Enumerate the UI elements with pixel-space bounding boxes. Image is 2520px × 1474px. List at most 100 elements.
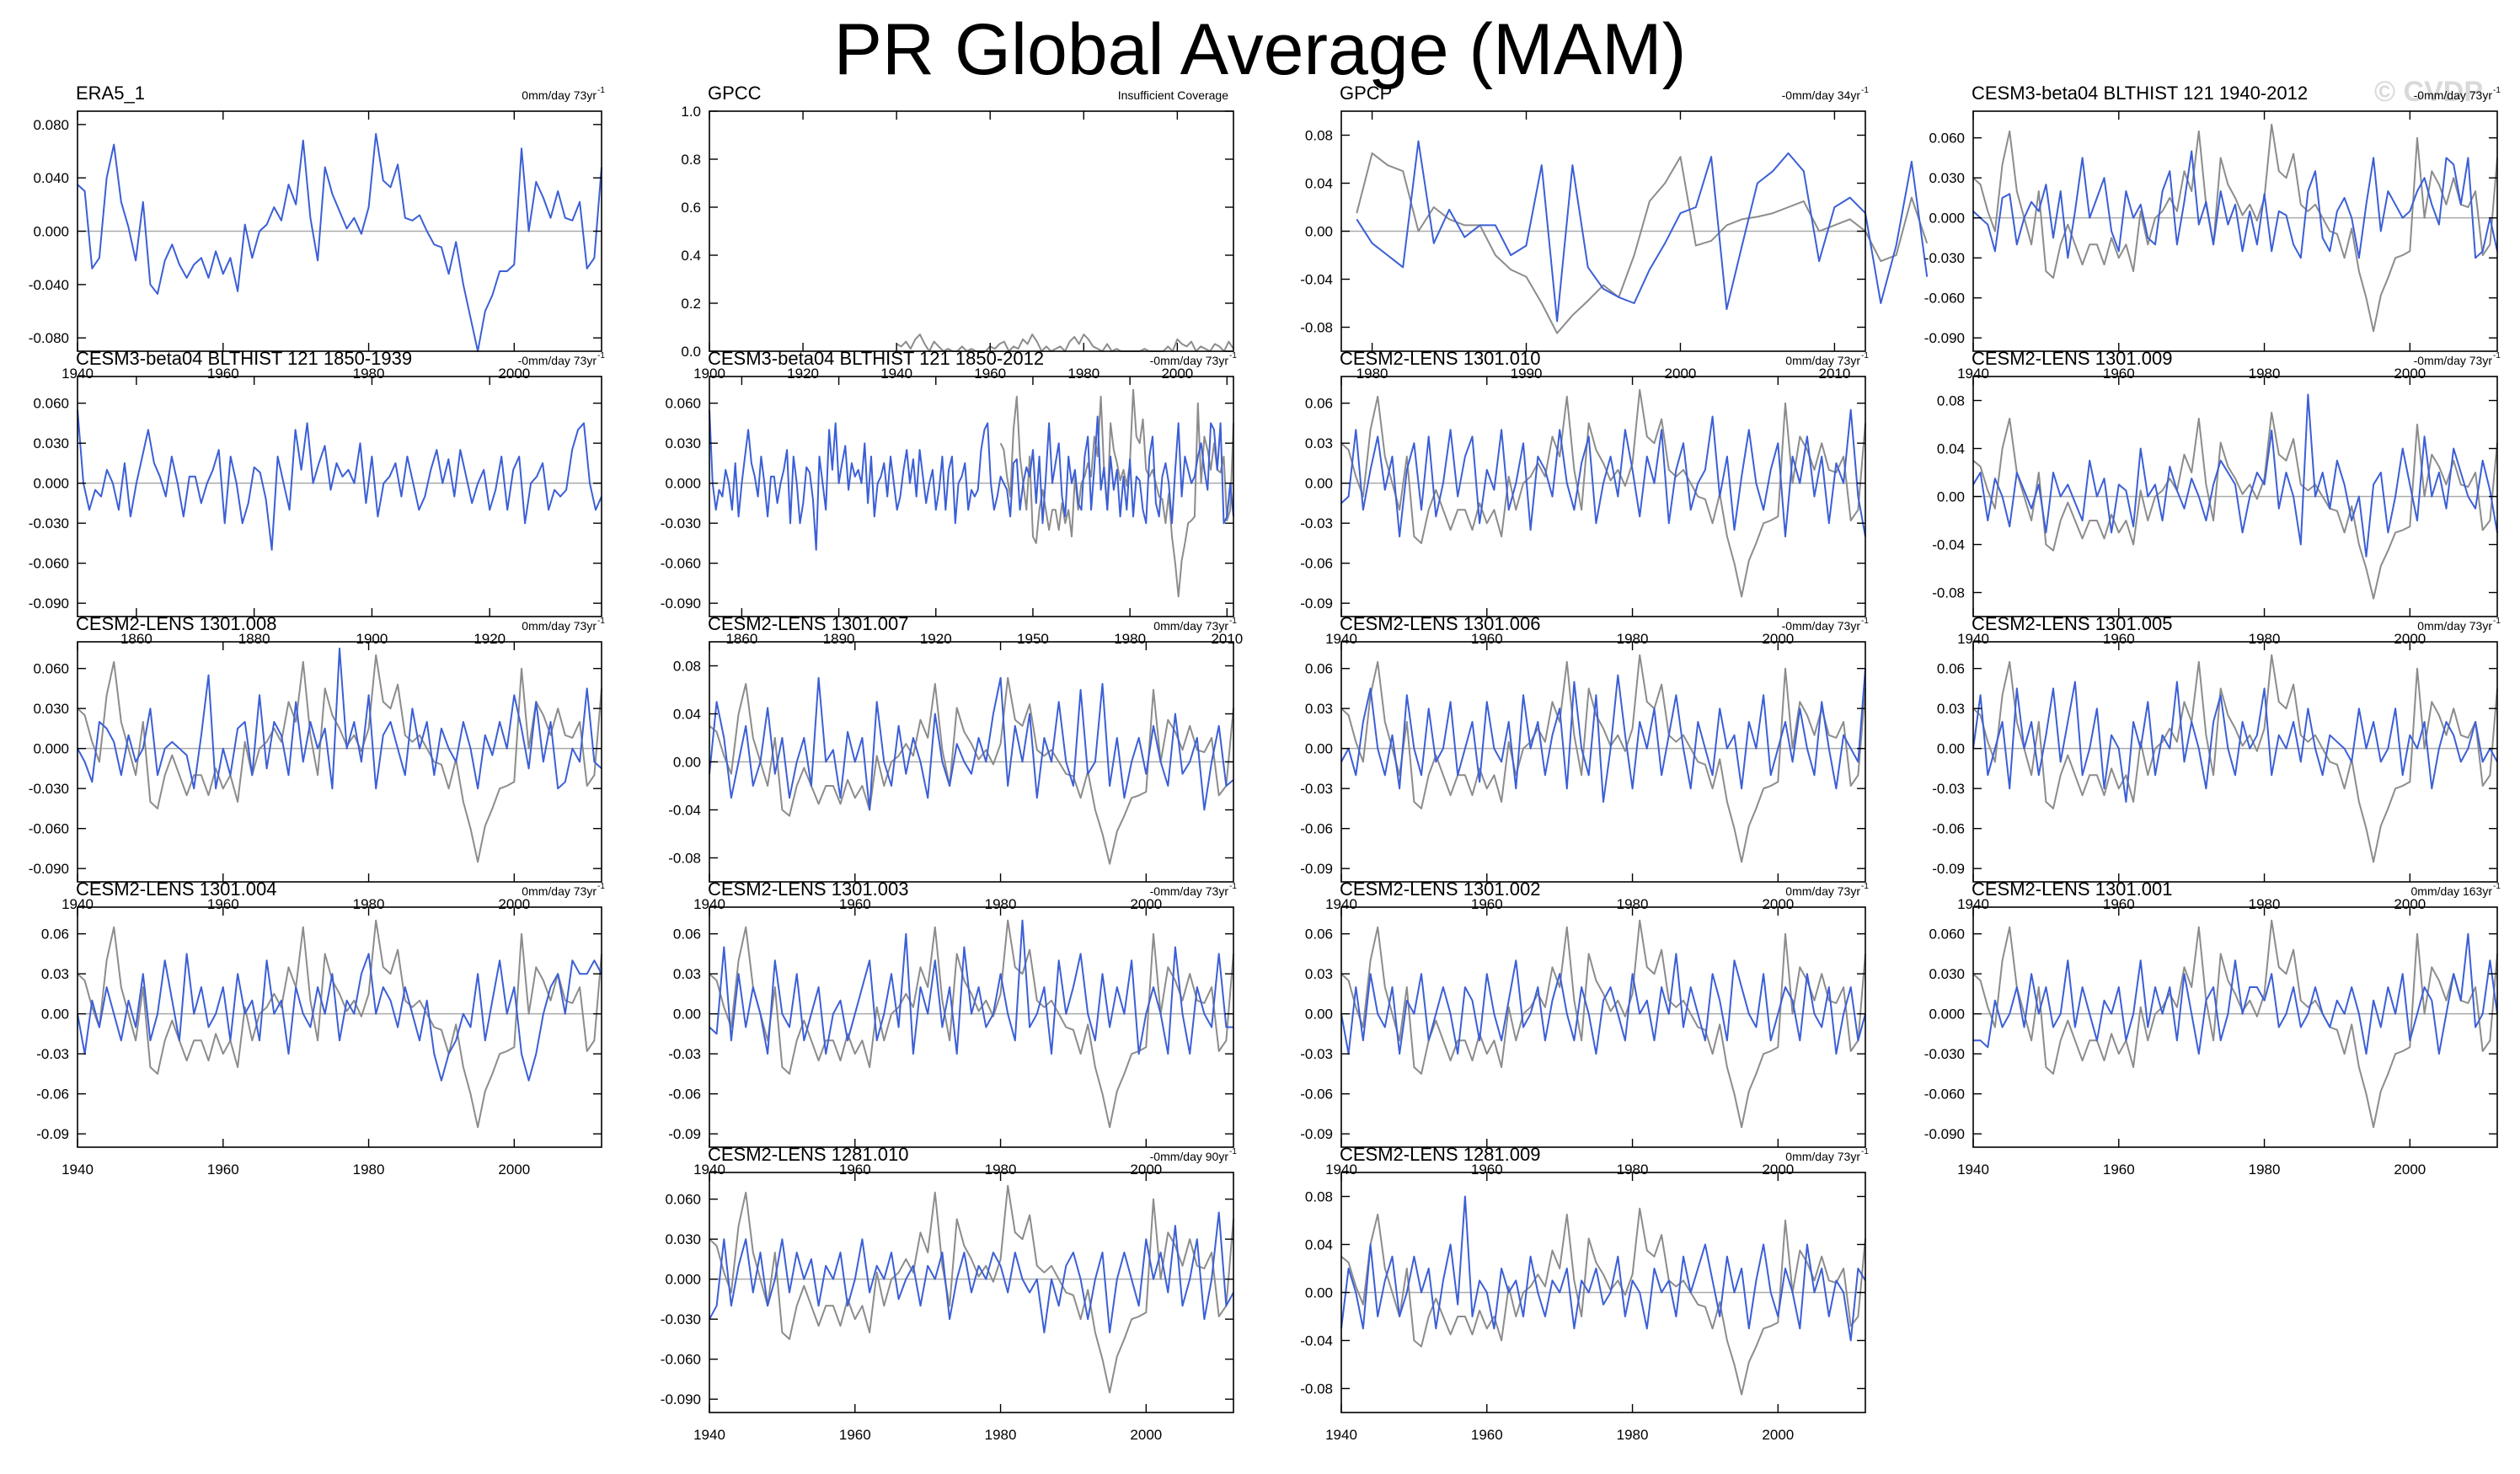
page-title: PR Global Average (MAM) bbox=[833, 9, 1687, 90]
x-tick-label: 1960 bbox=[839, 1427, 871, 1443]
y-tick-label: 0.00 bbox=[1305, 224, 1333, 240]
x-tick-label: 1980 bbox=[985, 896, 1017, 912]
series-line-observed bbox=[1340, 1207, 1866, 1396]
y-tick-label: 0.04 bbox=[1305, 176, 1333, 192]
series-line-primary bbox=[1340, 668, 1866, 803]
y-tick-label: 0.00 bbox=[1305, 1007, 1333, 1023]
x-tick-label: 2000 bbox=[1762, 896, 1794, 912]
series-line-observed bbox=[1972, 411, 2498, 600]
y-tick-label: 0.4 bbox=[681, 248, 701, 264]
panel-16: CESM2-LENS 1301.001 0mm/day 163yr -1 -0.090… bbox=[1924, 879, 2501, 1178]
y-tick-label: 0.060 bbox=[1929, 131, 1965, 147]
y-tick-label: 0.00 bbox=[1305, 476, 1333, 492]
y-tick-label: -0.060 bbox=[29, 556, 69, 572]
y-tick-label: -0.06 bbox=[36, 1087, 69, 1103]
y-tick-label: -0.03 bbox=[1300, 1046, 1333, 1062]
x-tick-label: 1940 bbox=[1957, 366, 1989, 382]
panel-trend-exponent: -1 bbox=[1229, 1147, 1237, 1156]
x-tick-label: 1960 bbox=[207, 1162, 239, 1178]
y-tick-label: -0.080 bbox=[29, 330, 69, 346]
panel-trend: -0mm/day 73yr bbox=[1150, 884, 1229, 898]
series-line-observed bbox=[1972, 919, 2498, 1129]
panel-8: CESM2-LENS 1301.009 -0mm/day 73yr -1-0.08-… bbox=[1932, 348, 2501, 647]
y-tick-label: 0.03 bbox=[1305, 701, 1333, 717]
panel-11: CESM2-LENS 1301.006 -0mm/day 73yr -1-0.09-… bbox=[1300, 613, 1869, 912]
series-line-observed bbox=[709, 919, 1234, 1129]
x-tick-label: 1990 bbox=[1511, 366, 1543, 382]
y-tick-label: -0.060 bbox=[1924, 291, 1965, 307]
x-tick-label: 1940 bbox=[693, 1427, 725, 1443]
x-tick-label: 1980 bbox=[985, 1162, 1017, 1178]
series-line-observed bbox=[1340, 388, 1866, 598]
y-tick-label: 0.08 bbox=[673, 659, 701, 675]
plot-frame bbox=[1340, 641, 1866, 883]
x-tick-label: 1960 bbox=[839, 896, 871, 912]
plot-frame bbox=[709, 906, 1234, 1148]
panel-12: CESM2-LENS 1301.005 0mm/day 73yr -1-0.09-0… bbox=[1932, 613, 2501, 912]
x-tick-label: 1960 bbox=[1471, 1162, 1503, 1178]
plot-frame bbox=[77, 376, 602, 617]
x-tick-label: 1940 bbox=[1957, 631, 1989, 647]
y-tick-label: -0.06 bbox=[1300, 821, 1333, 837]
y-tick-label: -0.04 bbox=[1300, 272, 1333, 288]
x-tick-label: 2000 bbox=[1130, 1162, 1162, 1178]
y-tick-label: -0.030 bbox=[29, 515, 69, 531]
y-tick-label: 0.06 bbox=[673, 927, 701, 943]
y-tick-label: 0.03 bbox=[673, 966, 701, 982]
x-tick-label: 1920 bbox=[474, 631, 506, 647]
y-tick-label: -0.030 bbox=[29, 781, 69, 797]
plot-frame bbox=[709, 376, 1234, 617]
y-tick-label: -0.060 bbox=[1924, 1087, 1965, 1103]
panel-title: ERA5_1 bbox=[76, 83, 145, 104]
series-line-observed bbox=[77, 654, 602, 863]
plot-frame bbox=[1340, 906, 1866, 1148]
y-tick-label: 0.030 bbox=[33, 701, 69, 717]
y-tick-label: -0.060 bbox=[661, 1352, 701, 1368]
panel-title: CESM3-beta04 BLTHIST 121 1850-2012 bbox=[708, 348, 1044, 369]
x-tick-label: 1940 bbox=[1325, 631, 1357, 647]
x-tick-label: 2010 bbox=[1211, 631, 1243, 647]
y-tick-label: -0.09 bbox=[1300, 1126, 1333, 1142]
x-tick-label: 1980 bbox=[1617, 896, 1649, 912]
plot-frame bbox=[709, 110, 1234, 352]
panel-trend-exponent: -1 bbox=[1861, 617, 1869, 626]
x-tick-label: 1940 bbox=[1957, 896, 1989, 912]
panel-trend-exponent: -1 bbox=[1229, 882, 1237, 891]
y-tick-label: 0.08 bbox=[1305, 1189, 1333, 1205]
y-tick-label: -0.06 bbox=[668, 1087, 701, 1103]
x-tick-label: 1940 bbox=[693, 896, 725, 912]
y-tick-label: 0.060 bbox=[665, 1192, 701, 1208]
plot-frame bbox=[1972, 641, 2498, 883]
y-tick-label: 0.080 bbox=[33, 117, 69, 133]
panel-trend-exponent: -1 bbox=[597, 617, 605, 626]
x-tick-label: 1920 bbox=[787, 366, 819, 382]
panel-trend-exponent: -1 bbox=[1861, 86, 1869, 95]
x-tick-label: 1980 bbox=[1356, 366, 1388, 382]
y-tick-label: -0.04 bbox=[1932, 537, 1965, 553]
plot-frame bbox=[1972, 110, 2498, 352]
x-tick-label: 1940 bbox=[693, 1162, 725, 1178]
series-line-primary bbox=[709, 1211, 1234, 1333]
y-tick-label: 0.0 bbox=[681, 344, 701, 360]
x-tick-label: 1980 bbox=[353, 896, 385, 912]
x-tick-label: 2000 bbox=[1762, 1162, 1794, 1178]
y-tick-label: -0.03 bbox=[1300, 781, 1333, 797]
panel-title: CESM3-beta04 BLTHIST 121 1850-1939 bbox=[76, 348, 412, 369]
series-line-observed bbox=[1972, 654, 2498, 863]
y-tick-label: -0.08 bbox=[1300, 1381, 1333, 1397]
y-tick-label: 0.06 bbox=[1305, 661, 1333, 677]
x-tick-label: 1960 bbox=[1471, 1427, 1503, 1443]
x-tick-label: 1980 bbox=[1617, 631, 1649, 647]
y-tick-label: 0.06 bbox=[1305, 927, 1333, 943]
panel-6: CESM3-beta04 BLTHIST 121 1850-2012 -0mm/d… bbox=[661, 348, 1243, 647]
plot-frame bbox=[77, 641, 602, 883]
x-tick-label: 1980 bbox=[353, 1162, 385, 1178]
panel-trend: -0mm/day 73yr bbox=[2414, 88, 2493, 102]
panel-trend: -0mm/day 90yr bbox=[1150, 1150, 1229, 1163]
y-tick-label: -0.090 bbox=[661, 1391, 701, 1407]
x-tick-label: 1960 bbox=[2103, 366, 2135, 382]
x-tick-label: 2000 bbox=[2394, 631, 2426, 647]
panel-title: CESM2-LENS 1301.002 bbox=[1340, 879, 1540, 900]
x-tick-label: 1980 bbox=[2249, 1162, 2281, 1178]
